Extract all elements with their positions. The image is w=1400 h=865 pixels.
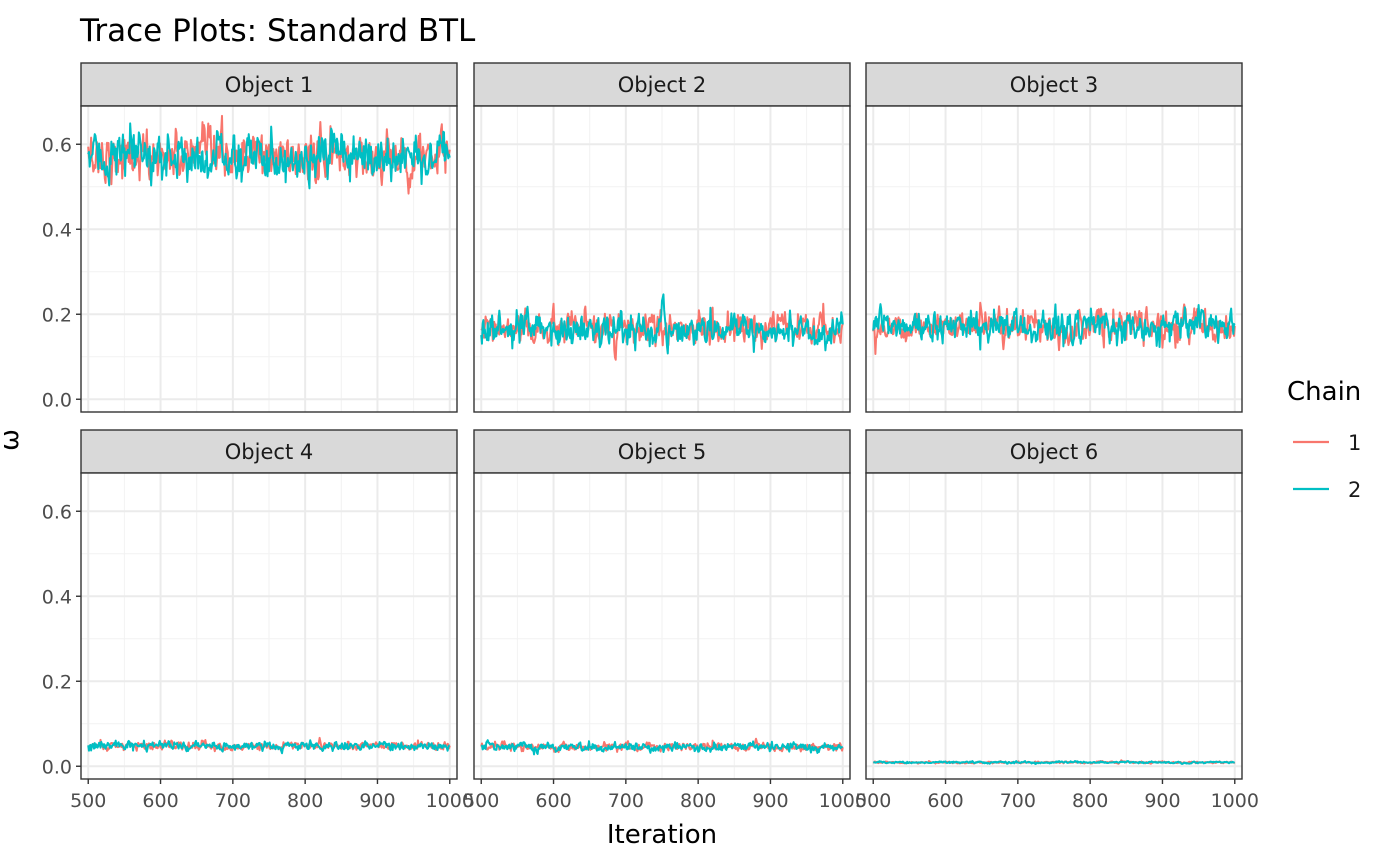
facet-strip-label: Object 4 [225,440,313,464]
x-tick-label: 900 [359,790,395,812]
trace-line-chain-2 [872,303,1236,351]
x-tick-label: 800 [287,790,323,812]
y-tick-label: 0.6 [42,501,72,523]
x-tick-label: 1000 [426,790,474,812]
facet-strip [80,62,458,107]
legend-label: 1 [1348,431,1361,455]
x-tick-label: 700 [1000,790,1036,812]
facet-panel: Object 6 500 600 700 800 900 1000 [855,429,1259,812]
y-tick-label: 0.6 [42,134,72,156]
facet-strip-label: Object 2 [618,73,706,97]
legend: Chain 1 2 [1287,377,1361,502]
panel-border [473,472,851,780]
x-tick-label: 600 [142,790,178,812]
facet-panel: Object 4 0.0 0.2 0.4 0.6 500 600 700 800 900 1000 [42,429,474,812]
facet-panel: Object 2 [473,62,851,413]
trace-line-chain-2 [480,293,844,355]
y-tick-label: 0.4 [42,219,72,241]
x-tick-label: 600 [927,790,963,812]
trace-line-chain-2 [87,122,451,190]
facet-strip-label: Object 3 [1010,73,1098,97]
y-tick-label: 0.4 [42,586,72,608]
facet-panel: Object 1 0.0 0.2 0.4 0.6 [42,62,458,413]
x-tick-label: 700 [608,790,644,812]
facet-strip [473,62,851,107]
x-tick-label: 500 [70,790,106,812]
chart-title: Trace Plots: Standard BTL [79,13,476,49]
x-tick-label: 600 [535,790,571,812]
x-tick-label: 500 [855,790,891,812]
trace-line-chain-2 [480,739,844,756]
facet-panel: Object 5 500 600 700 800 900 1000 [463,429,867,812]
x-tick-label: 800 [1072,790,1108,812]
panel-border [865,105,1243,413]
x-tick-label: 1000 [1211,790,1259,812]
legend-title: Chain [1287,377,1361,407]
x-tick-label: 800 [680,790,716,812]
x-tick-label: 700 [215,790,251,812]
facet-strip-label: Object 5 [618,440,706,464]
facet-strip [80,429,458,474]
panel-border [473,105,851,413]
y-tick-label: 0.0 [42,389,72,411]
y-tick-label: 0.2 [42,304,72,326]
x-tick-label: 900 [1144,790,1180,812]
panel-border [865,472,1243,780]
y-tick-label: 0.2 [42,671,72,693]
facet-strip-label: Object 1 [225,73,313,97]
facet-strip [865,62,1243,107]
trace-line-chain-2 [872,759,1236,765]
y-axis-label: ω [0,429,25,451]
trace-line-chain-2 [87,739,451,755]
facet-panels: Object 1 0.0 0.2 0.4 0.6 Object 2 Object 3 Obje… [42,62,1259,812]
x-axis-label: Iteration [607,820,717,850]
y-tick-label: 0.0 [42,756,72,778]
x-tick-label: 500 [463,790,499,812]
facet-strip-label: Object 6 [1010,440,1098,464]
panel-border [80,472,458,780]
facet-strip [473,429,851,474]
x-tick-label: 1000 [819,790,867,812]
facet-panel: Object 3 [865,62,1243,413]
x-tick-label: 900 [752,790,788,812]
panel-border [80,105,458,413]
legend-label: 2 [1348,478,1361,502]
